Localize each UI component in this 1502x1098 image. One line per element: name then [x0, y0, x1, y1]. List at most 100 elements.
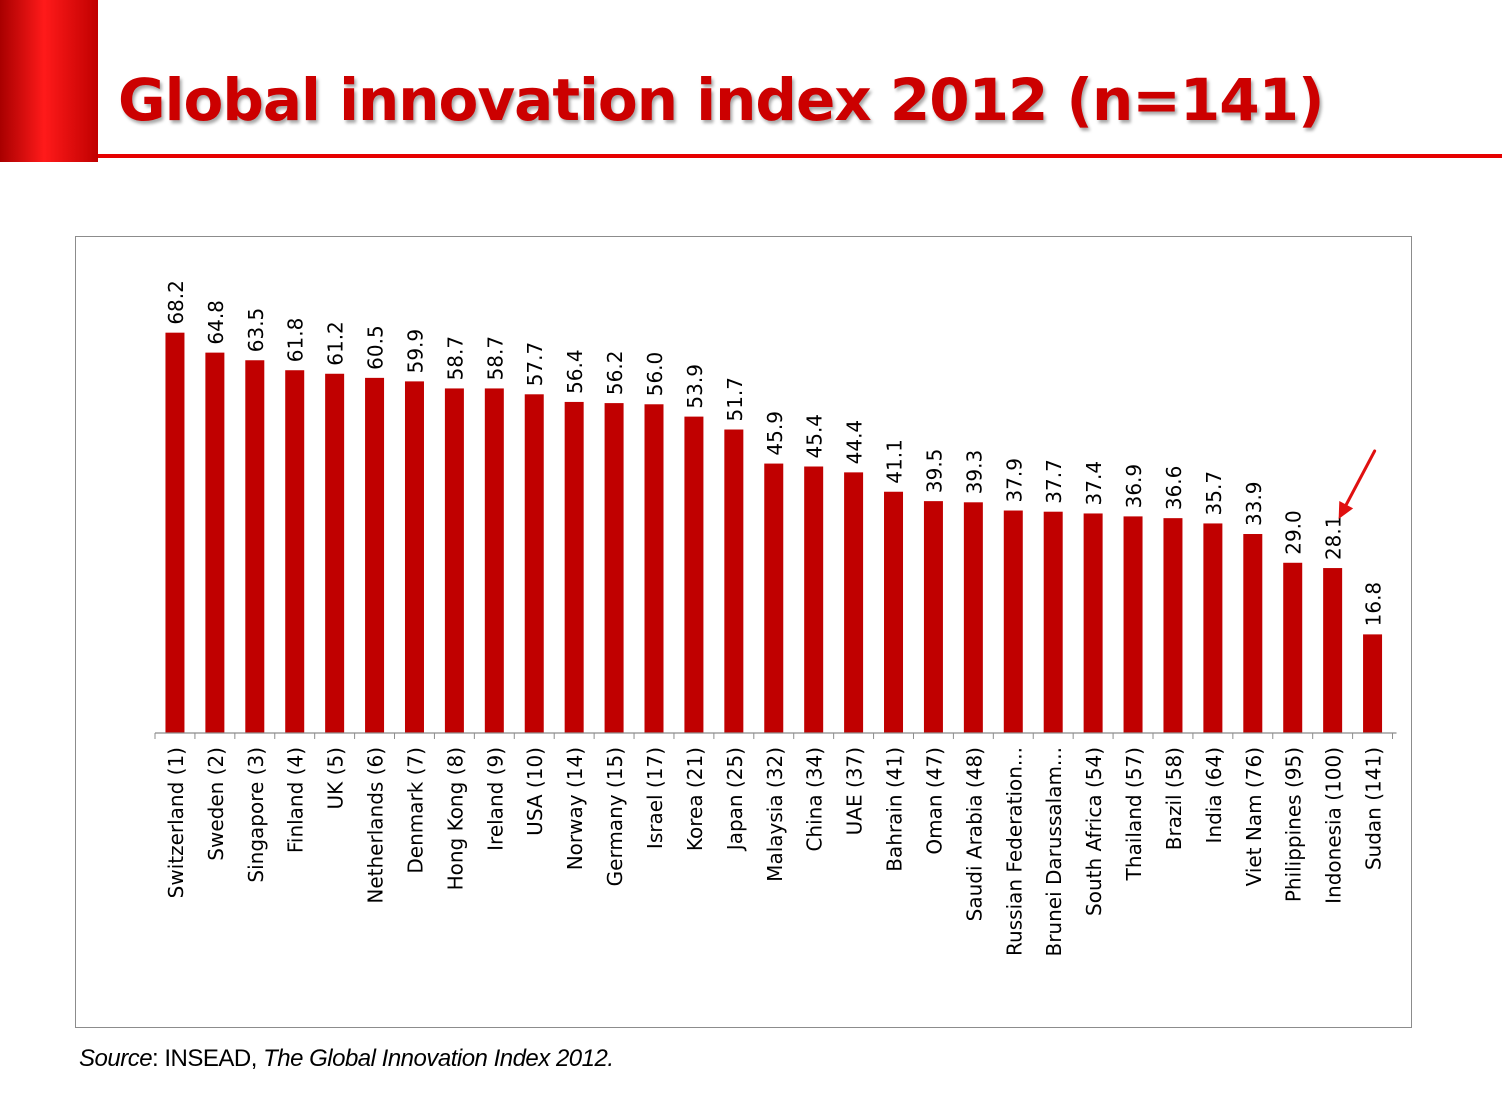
source-label: Source	[79, 1045, 153, 1072]
bar-indonesia-100	[1323, 568, 1343, 733]
bar-sudan-141	[1363, 634, 1383, 733]
data-label-sweden-2: 64.8	[204, 300, 228, 345]
category-label-saudi-arabia-48: Saudi Arabia (48)	[962, 747, 986, 921]
bar-uae-37	[844, 472, 864, 733]
category-label-uk-5: UK (5)	[324, 747, 348, 809]
data-label-germany-15: 56.2	[603, 351, 627, 396]
data-label-bahrain-41: 41.1	[883, 439, 907, 484]
bar-finland-4	[285, 370, 305, 733]
data-label-saudi-arabia-48: 39.3	[962, 450, 986, 495]
category-label-indonesia-100: Indonesia (100)	[1322, 747, 1346, 904]
title-underline	[98, 154, 1502, 158]
data-label-thailand-57: 36.9	[1122, 464, 1146, 509]
data-label-south-africa-54: 37.4	[1082, 461, 1106, 506]
data-labels-group: 68.2 64.8 63.5 61.8 61.2 60.5 59.9 58.7 58.7 57.7…	[164, 280, 1386, 626]
data-label-uk-5: 61.2	[324, 321, 348, 366]
slide-title: Global innovation index 2012 (n=141)	[118, 66, 1324, 134]
data-label-finland-4: 61.8	[284, 318, 308, 363]
bar-chart: 68.2 64.8 63.5 61.8 61.2 60.5 59.9 58.7 58.7 57.7…	[154, 280, 1397, 957]
data-label-india-64: 35.7	[1202, 471, 1226, 516]
category-label-japan-25: Japan (25)	[723, 747, 747, 852]
data-label-malaysia-32: 45.9	[763, 411, 787, 456]
bar-korea-21	[684, 416, 704, 733]
data-label-russian-federation: 37.9	[1002, 458, 1026, 503]
data-label-brazil-58: 36.6	[1162, 466, 1186, 511]
category-label-usa-10: USA (10)	[523, 747, 547, 836]
category-label-hong-kong-8: Hong Kong (8)	[443, 747, 467, 890]
data-label-uae-37: 44.4	[843, 420, 867, 465]
bar-switzerland-1	[165, 332, 185, 733]
category-label-thailand-57: Thailand (57)	[1122, 747, 1146, 881]
bar-bahrain-41	[884, 491, 904, 733]
annotation-group	[1338, 449, 1377, 519]
category-label-germany-15: Germany (15)	[603, 747, 627, 886]
category-label-sweden-2: Sweden (2)	[204, 747, 228, 861]
data-label-korea-21: 53.9	[683, 364, 707, 409]
bar-uk-5	[325, 373, 345, 733]
source-note: Source: INSEAD, The Global Innovation In…	[79, 1045, 614, 1073]
category-label-south-africa-54: South Africa (54)	[1082, 747, 1106, 916]
category-label-uae-37: UAE (37)	[843, 747, 867, 835]
category-label-oman-47: Oman (47)	[922, 747, 946, 855]
data-label-netherlands-6: 60.5	[364, 325, 388, 370]
category-label-ireland-9: Ireland (9)	[483, 747, 507, 851]
bar-malaysia-32	[764, 463, 784, 733]
bar-thailand-57	[1123, 516, 1143, 733]
bar-germany-15	[604, 403, 624, 733]
bar-russian-federation	[1003, 510, 1023, 733]
data-label-sudan-141: 16.8	[1362, 582, 1386, 627]
category-labels-group: Switzerland (1) Sweden (2) Singapore (3) Fi…	[164, 747, 1386, 957]
data-label-israel-17: 56.0	[643, 352, 667, 397]
category-label-denmark-7: Denmark (7)	[403, 747, 427, 874]
category-label-malaysia-32: Malaysia (32)	[763, 747, 787, 882]
category-label-singapore-3: Singapore (3)	[244, 747, 268, 883]
category-label-brazil-58: Brazil (58)	[1162, 747, 1186, 850]
bar-viet-nam-76	[1243, 534, 1263, 733]
category-label-india-64: India (64)	[1202, 747, 1226, 844]
title-accent-block	[0, 0, 98, 162]
bar-south-africa-54	[1083, 513, 1103, 733]
bar-philippines-95	[1283, 562, 1303, 733]
bar-saudi-arabia-48	[963, 502, 983, 733]
data-label-denmark-7: 59.9	[403, 329, 427, 374]
data-label-usa-10: 57.7	[523, 342, 547, 387]
annotation-arrow-head	[1338, 501, 1354, 519]
bar-china-34	[804, 466, 824, 733]
data-label-indonesia-100: 28.1	[1322, 516, 1346, 561]
data-label-brunei-darussalam: 37.7	[1042, 459, 1066, 504]
category-label-viet-nam-76: Viet Nam (76)	[1242, 747, 1266, 886]
data-label-philippines-95: 29.0	[1282, 510, 1306, 555]
bar-sweden-2	[205, 352, 225, 733]
category-label-finland-4: Finland (4)	[284, 747, 308, 853]
category-label-sudan-141: Sudan (141)	[1362, 747, 1386, 870]
bar-brazil-58	[1163, 518, 1183, 733]
bar-usa-10	[524, 394, 544, 733]
chart-frame: 68.2 64.8 63.5 61.8 61.2 60.5 59.9 58.7 58.7 57.7…	[75, 236, 1412, 1028]
bar-japan-25	[724, 429, 744, 733]
bar-singapore-3	[245, 360, 265, 733]
data-label-hong-kong-8: 58.7	[443, 336, 467, 381]
bar-netherlands-6	[365, 377, 385, 733]
x-axis	[154, 732, 1397, 739]
bar-oman-47	[923, 501, 943, 733]
bar-hong-kong-8	[444, 388, 464, 733]
bar-brunei-darussalam	[1043, 511, 1063, 733]
data-label-switzerland-1: 68.2	[164, 280, 188, 325]
bars-group	[165, 332, 1383, 733]
bar-norway-14	[564, 401, 584, 733]
category-label-bahrain-41: Bahrain (41)	[883, 747, 907, 872]
category-label-russian-federation: Russian Federation...	[1002, 747, 1026, 956]
category-label-norway-14: Norway (14)	[563, 747, 587, 870]
bar-denmark-7	[404, 381, 424, 733]
data-label-norway-14: 56.4	[563, 349, 587, 394]
data-label-japan-25: 51.7	[723, 377, 747, 422]
data-label-singapore-3: 63.5	[244, 308, 268, 353]
source-separator: : INSEAD,	[152, 1045, 264, 1072]
annotation-arrow-shaft	[1343, 449, 1377, 509]
source-publication: The Global Innovation Index 2012.	[263, 1045, 614, 1072]
data-label-china-34: 45.4	[803, 414, 827, 459]
category-label-israel-17: Israel (17)	[643, 747, 667, 849]
data-label-oman-47: 39.5	[922, 449, 946, 494]
data-label-ireland-9: 58.7	[483, 336, 507, 381]
data-label-viet-nam-76: 33.9	[1242, 481, 1266, 526]
